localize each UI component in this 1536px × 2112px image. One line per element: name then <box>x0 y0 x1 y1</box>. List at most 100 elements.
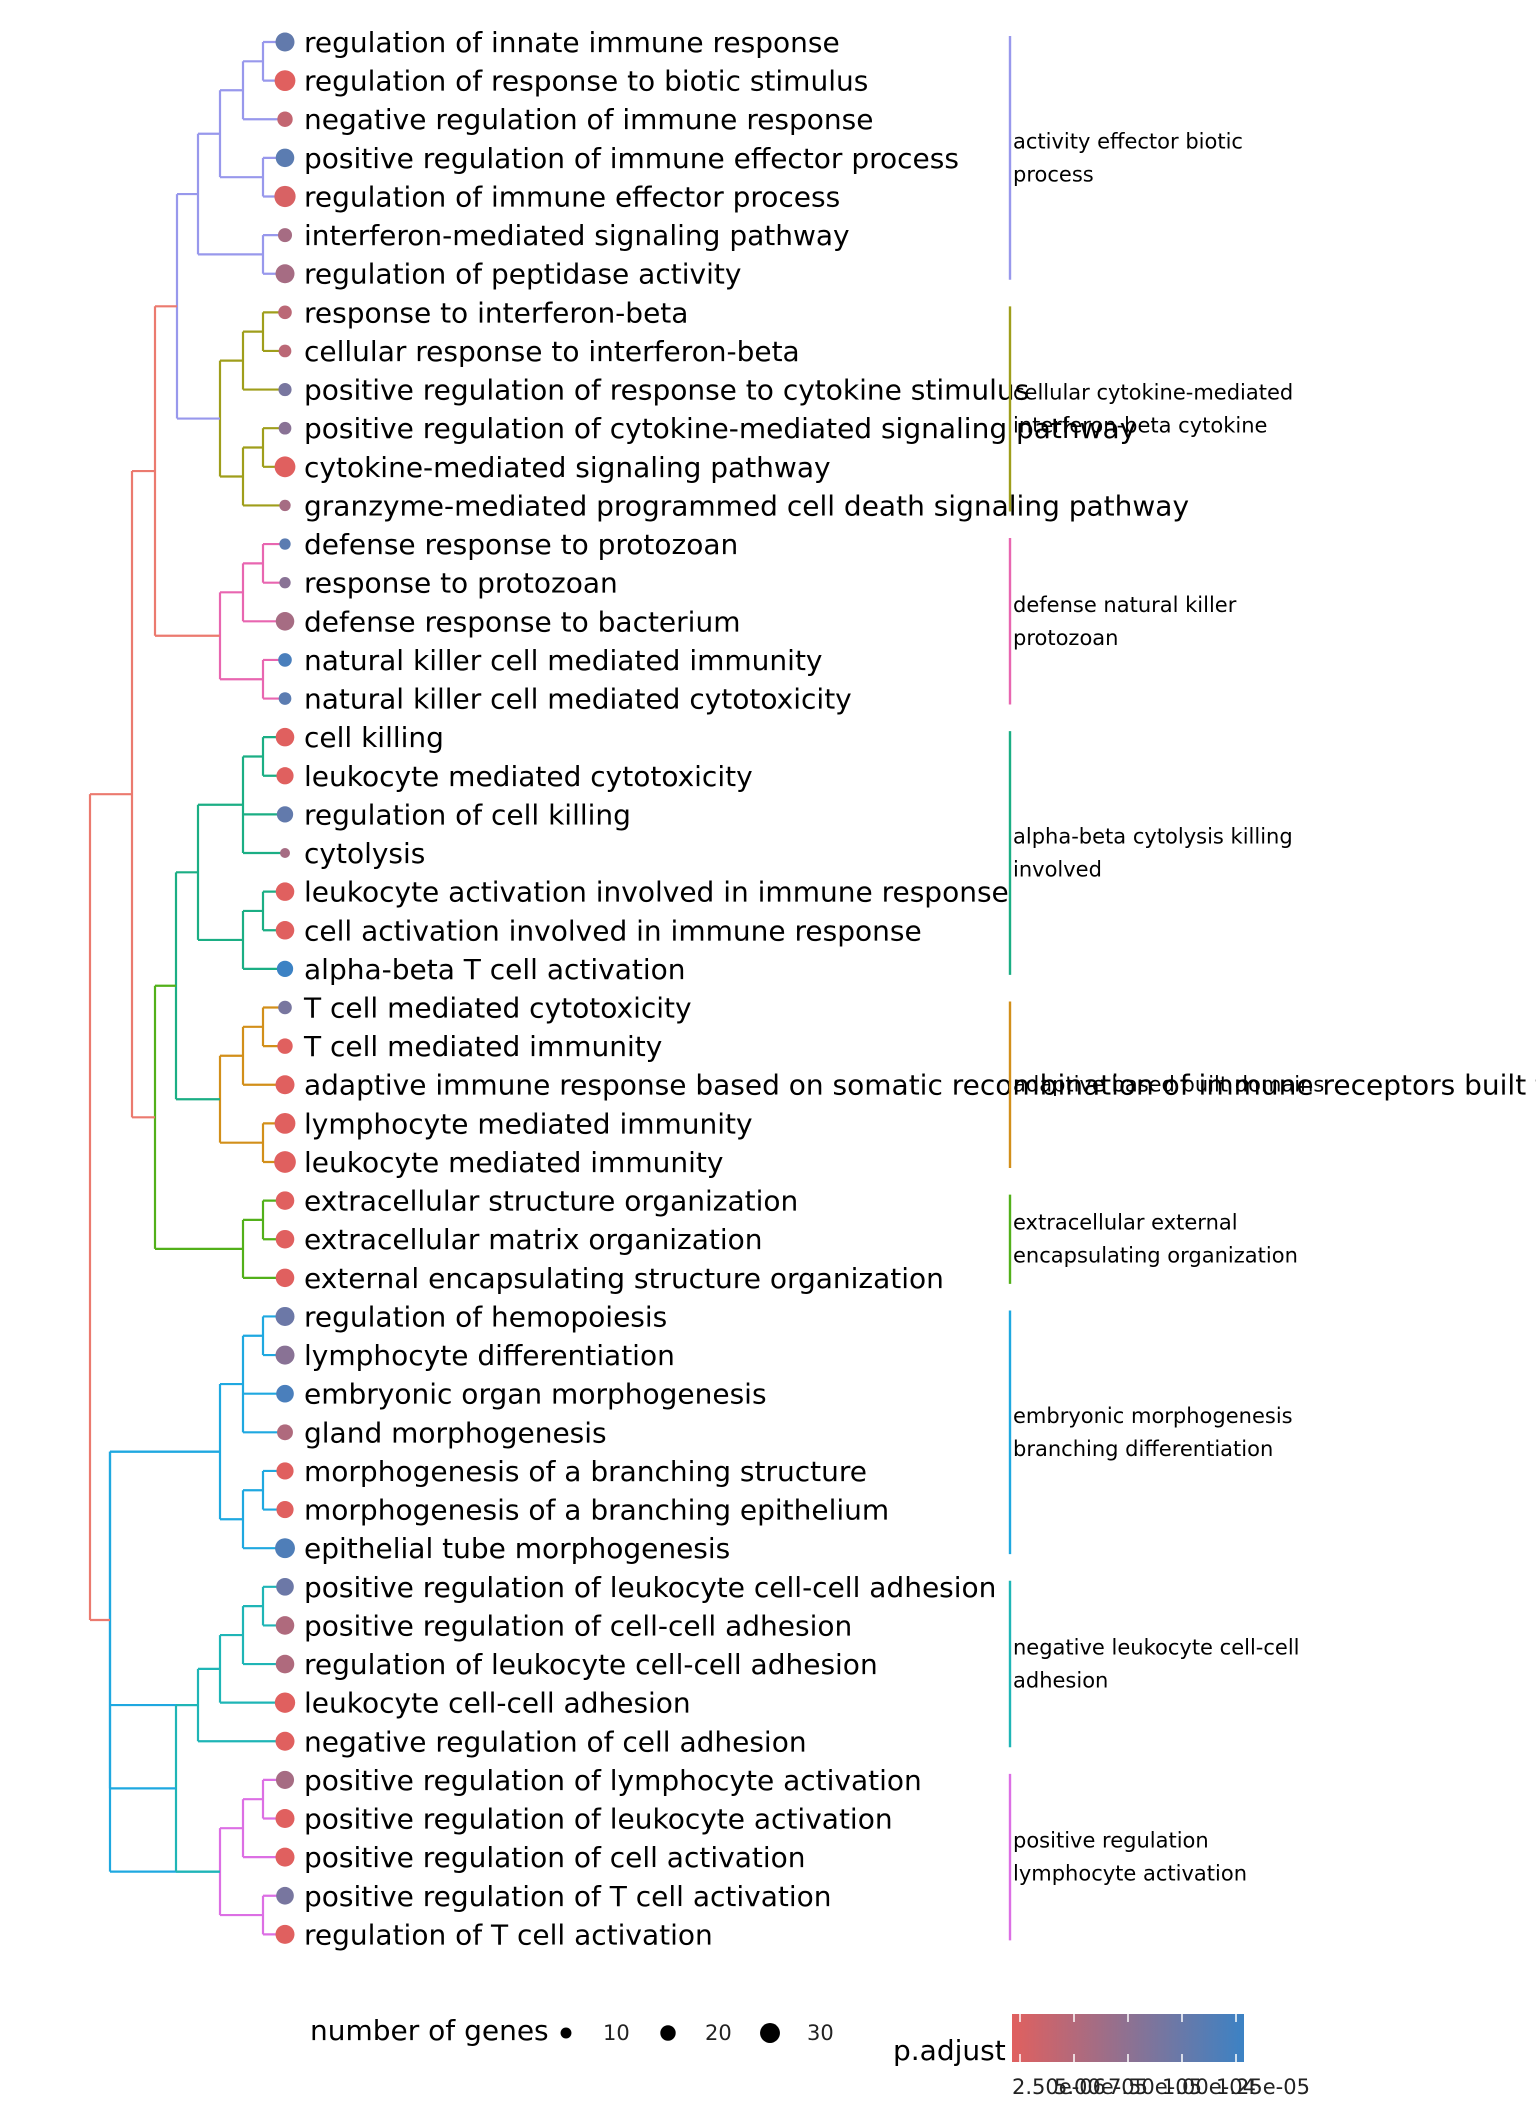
term-label: negative regulation of immune response <box>304 103 874 136</box>
term-label: regulation of immune effector process <box>304 180 840 213</box>
term-point <box>275 264 295 284</box>
term-point <box>278 383 292 397</box>
term-label: positive regulation of cell-cell adhesio… <box>304 1609 852 1642</box>
term-label: epithelial tube morphogenesis <box>304 1532 730 1565</box>
cluster-label: encapsulating organization <box>1013 1244 1298 1268</box>
term-label: regulation of leukocyte cell-cell adhesi… <box>304 1648 878 1681</box>
size-legend-label: 30 <box>807 2021 834 2045</box>
term-point <box>274 1112 296 1134</box>
color-legend-title: p.adjust <box>893 2034 1006 2067</box>
term-labels: regulation of innate immune response regu… <box>303 26 1536 1951</box>
term-label: cytolysis <box>304 837 425 870</box>
term-label: leukocyte activation involved in immune … <box>304 876 1009 909</box>
cluster-label: protozoan <box>1013 626 1118 650</box>
cluster-label: lymphocyte activation <box>1013 1862 1247 1886</box>
term-label: leukocyte cell-cell adhesion <box>304 1687 691 1720</box>
term-label: negative regulation of cell adhesion <box>304 1725 807 1758</box>
term-label: T cell mediated cytotoxicity <box>303 992 692 1025</box>
cluster-label: branching differentiation <box>1013 1437 1273 1461</box>
term-point <box>274 185 296 208</box>
term-label: lymphocyte mediated immunity <box>304 1107 753 1140</box>
color-legend-label: 5.00e-05 <box>1054 2075 1148 2099</box>
cluster-label: alpha-beta cytolysis killing <box>1013 825 1293 849</box>
size-legend-title: number of genes <box>310 2014 549 2047</box>
term-point <box>279 577 291 589</box>
term-label: T cell mediated immunity <box>303 1030 662 1063</box>
term-point <box>278 344 292 358</box>
term-point <box>275 32 295 52</box>
size-legend-dot <box>560 2027 572 2039</box>
term-point <box>279 499 291 512</box>
term-point <box>275 1654 295 1674</box>
term-point <box>275 1306 295 1326</box>
cluster-label: process <box>1013 162 1094 186</box>
color-legend-label: 7.50e-05 <box>1108 2075 1202 2099</box>
cluster-labels: activity effector biotic process cellular … <box>1008 36 1324 1941</box>
term-point <box>275 727 295 747</box>
cluster-label: activity effector biotic <box>1013 129 1243 153</box>
term-label: positive regulation of lymphocyte activa… <box>304 1764 922 1797</box>
term-point <box>274 70 296 92</box>
color-legend-ticks: 2.50e-065.00e-057.50e-051.00e-041.25e-05 <box>1012 2014 1310 2099</box>
term-label: alpha-beta T cell activation <box>304 953 686 986</box>
term-point <box>275 1770 295 1789</box>
cluster-label: cellular cytokine-mediated <box>1013 380 1293 404</box>
term-point <box>279 538 291 550</box>
term-label: morphogenesis of a branching epithelium <box>304 1494 889 1527</box>
term-point <box>275 1847 295 1867</box>
term-point <box>278 305 292 320</box>
term-label: cytokine-mediated signaling pathway <box>304 451 831 484</box>
term-label: external encapsulating structure organiz… <box>304 1262 944 1295</box>
term-point <box>276 1577 294 1596</box>
term-point <box>275 1616 295 1635</box>
term-point <box>277 1038 293 1054</box>
term-label: lymphocyte differentiation <box>304 1339 675 1372</box>
term-point <box>275 612 295 631</box>
term-point <box>276 1886 294 1905</box>
term-point <box>277 1424 293 1441</box>
term-label: gland morphogenesis <box>304 1416 607 1449</box>
term-point <box>275 920 295 940</box>
term-label: response to protozoan <box>304 567 618 600</box>
term-label: positive regulation of leukocyte activat… <box>304 1803 893 1836</box>
color-legend-label: 1.00e-04 <box>1162 2075 1256 2099</box>
term-point <box>275 1538 295 1559</box>
term-label: positive regulation of response to cytok… <box>304 374 1029 407</box>
term-point <box>276 1500 294 1519</box>
term-label: response to interferon-beta <box>304 296 688 329</box>
term-label: adaptive immune response based on somati… <box>304 1069 1536 1102</box>
term-label: granzyme-mediated programmed cell death … <box>304 489 1189 522</box>
term-point <box>276 806 294 823</box>
color-legend-label: 1.25e-05 <box>1216 2075 1310 2099</box>
term-point <box>278 692 292 705</box>
term-point <box>275 1191 295 1210</box>
cluster-label: defense natural killer <box>1013 593 1237 617</box>
term-point <box>276 767 294 785</box>
size-legend: 10 20 30 <box>560 2021 834 2045</box>
term-points <box>274 32 296 1944</box>
cluster-label: positive regulation <box>1013 1829 1209 1853</box>
term-point <box>275 1075 295 1095</box>
term-label: regulation of peptidase activity <box>304 258 741 291</box>
term-label: positive regulation of cell activation <box>304 1841 805 1874</box>
term-point <box>274 456 296 478</box>
term-point <box>277 228 293 243</box>
term-label: natural killer cell mediated immunity <box>304 644 823 677</box>
term-point <box>275 1229 295 1249</box>
term-point <box>275 1345 295 1365</box>
cluster-label: adaptive based built domains <box>1013 1073 1324 1097</box>
term-point <box>275 1268 295 1288</box>
term-label: morphogenesis of a branching structure <box>304 1455 867 1488</box>
term-point <box>275 1924 295 1944</box>
term-label: extracellular matrix organization <box>304 1223 763 1256</box>
cluster-label: extracellular external <box>1013 1211 1238 1235</box>
term-point <box>278 421 292 435</box>
term-label: regulation of hemopoiesis <box>304 1300 667 1333</box>
term-label: embryonic organ morphogenesis <box>304 1378 767 1411</box>
term-label: interferon-mediated signaling pathway <box>304 219 850 252</box>
size-legend-dot <box>760 2023 780 2043</box>
term-label: defense response to protozoan <box>304 528 738 561</box>
term-point <box>276 1462 294 1480</box>
term-label: positive regulation of immune effector p… <box>304 142 959 175</box>
